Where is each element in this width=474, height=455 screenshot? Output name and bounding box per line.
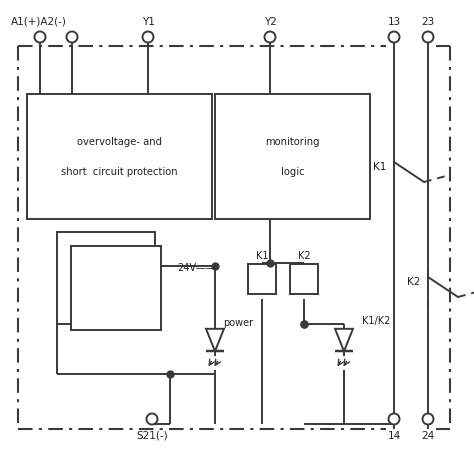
Text: K1/K2: K1/K2 [362, 315, 391, 325]
Polygon shape [335, 329, 353, 351]
Text: K1: K1 [256, 250, 268, 260]
Circle shape [389, 414, 400, 425]
Text: short  circuit protection: short circuit protection [61, 167, 178, 177]
Polygon shape [206, 329, 224, 351]
Text: overvoltage- and: overvoltage- and [77, 137, 162, 147]
Circle shape [143, 32, 154, 43]
Text: power: power [223, 317, 253, 327]
Text: S21(-): S21(-) [136, 430, 168, 440]
Circle shape [146, 414, 157, 425]
Text: K2: K2 [407, 276, 420, 286]
Circle shape [35, 32, 46, 43]
Text: 23: 23 [421, 17, 435, 27]
Circle shape [422, 414, 434, 425]
Text: 13: 13 [387, 17, 401, 27]
Text: K2: K2 [298, 250, 310, 260]
Text: logic: logic [281, 167, 304, 177]
Bar [215, 95, 370, 219]
Text: A1(+)A2(-): A1(+)A2(-) [11, 17, 67, 27]
Bar [57, 233, 155, 324]
Bar [248, 264, 276, 294]
Bar [27, 95, 212, 219]
Text: 24V——: 24V—— [177, 263, 216, 273]
Circle shape [389, 32, 400, 43]
Bar [290, 264, 318, 294]
Circle shape [264, 32, 275, 43]
Text: 24: 24 [421, 430, 435, 440]
Text: 14: 14 [387, 430, 401, 440]
Text: Y2: Y2 [264, 17, 276, 27]
Text: Y1: Y1 [142, 17, 155, 27]
Text: K1: K1 [373, 162, 386, 172]
Circle shape [66, 32, 78, 43]
Circle shape [422, 32, 434, 43]
Text: monitoring: monitoring [265, 137, 320, 147]
Bar [71, 247, 161, 330]
